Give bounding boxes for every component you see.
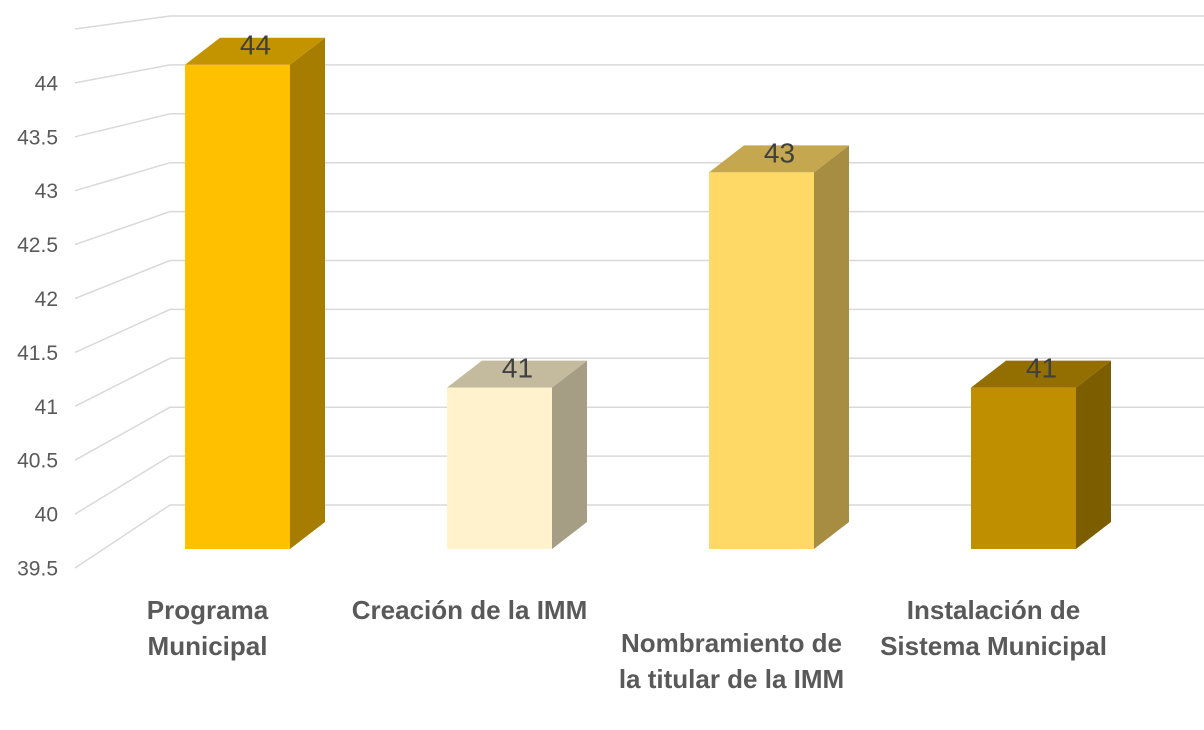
bar <box>971 360 1111 549</box>
bar-top <box>709 145 849 173</box>
bar-side <box>552 360 587 549</box>
bar-side <box>290 37 325 550</box>
grid-line <box>74 161 171 192</box>
y-tick-label: 42.5 <box>17 234 58 257</box>
grid-line <box>74 64 171 84</box>
grid-line <box>74 259 171 300</box>
value-label: 41 <box>502 352 533 383</box>
value-label: 43 <box>764 137 795 168</box>
y-tick-label: 40.5 <box>17 450 58 473</box>
y-tick-label: 42 <box>35 288 58 311</box>
value-label: 44 <box>240 30 271 61</box>
y-tick-label: 40 <box>35 504 58 527</box>
bar-side <box>814 145 849 549</box>
y-tick-label: 43.5 <box>17 126 58 149</box>
x-tick-label: Programa Municipal <box>146 595 269 661</box>
y-tick-label: 43 <box>35 180 58 203</box>
grid-line <box>74 504 171 569</box>
y-tick-label: 41.5 <box>17 342 58 365</box>
bar-top <box>971 360 1111 388</box>
y-tick-label: 39.5 <box>17 558 58 581</box>
grid-line <box>74 357 171 407</box>
grid-line <box>74 15 171 30</box>
value-label: 41 <box>1026 352 1057 383</box>
bar-front <box>971 387 1076 549</box>
bar <box>447 360 587 549</box>
grid-line <box>74 406 171 461</box>
bar-top <box>447 360 587 388</box>
bar <box>709 145 849 549</box>
y-tick-label: 44 <box>35 72 59 95</box>
bar-top <box>185 37 325 65</box>
grid-line <box>74 455 171 515</box>
grid-line <box>74 113 171 138</box>
bar-front <box>709 172 814 549</box>
grid-line <box>74 210 171 246</box>
bar <box>185 37 325 550</box>
x-tick-label: Creación de la IMM <box>351 595 588 625</box>
x-tick-label: Instalación de Sistema Municipal <box>880 595 1107 661</box>
bar-front <box>185 64 290 550</box>
y-tick-label: 41 <box>35 396 58 419</box>
bar-side <box>1076 360 1111 549</box>
x-tick-label: Nombramiento de la titular de la IMM <box>618 628 845 694</box>
grid-line <box>74 308 171 354</box>
bar-front <box>447 387 552 549</box>
